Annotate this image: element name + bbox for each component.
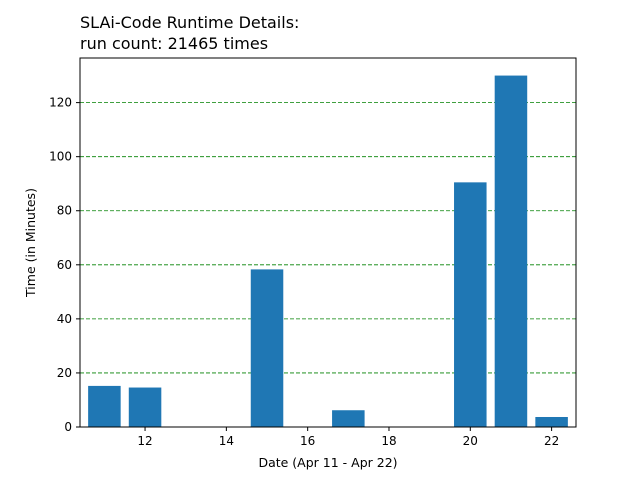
bar <box>88 385 121 427</box>
bars <box>88 75 568 428</box>
y-tick-label: 80 <box>57 204 72 218</box>
bar <box>454 182 487 427</box>
chart-title-line-1: SLAi-Code Runtime Details: <box>80 13 299 32</box>
plot-frame <box>79 57 577 428</box>
bar <box>332 410 365 427</box>
x-tick-label: 12 <box>137 434 152 448</box>
y-tick-label: 100 <box>49 150 72 164</box>
y-tick-label: 60 <box>57 258 72 272</box>
x-axis-label: Date (Apr 11 - Apr 22) <box>258 455 397 470</box>
x-tick-label: 18 <box>381 434 396 448</box>
y-tick-label: 120 <box>49 96 72 110</box>
y-tick-label: 20 <box>57 366 72 380</box>
bar <box>128 387 162 427</box>
chart-title-line-2: run count: 21465 times <box>80 34 268 53</box>
x-tick-label: 22 <box>544 434 559 448</box>
x-axis-ticks: 12 14 16 18 20 22 <box>137 427 559 448</box>
x-tick-label: 20 <box>463 434 478 448</box>
y-tick-label: 40 <box>57 312 72 326</box>
x-tick-label: 16 <box>300 434 315 448</box>
y-tick-label: 0 <box>64 420 72 434</box>
plot-area <box>80 58 576 427</box>
bar <box>535 416 568 427</box>
bar <box>250 269 284 427</box>
y-axis-ticks: 0 20 40 60 80 100 120 <box>49 96 80 434</box>
x-tick-label: 14 <box>219 434 234 448</box>
grid-lines <box>80 102 576 374</box>
bar <box>494 75 528 428</box>
y-axis-label: Time (in Minutes) <box>23 188 38 298</box>
